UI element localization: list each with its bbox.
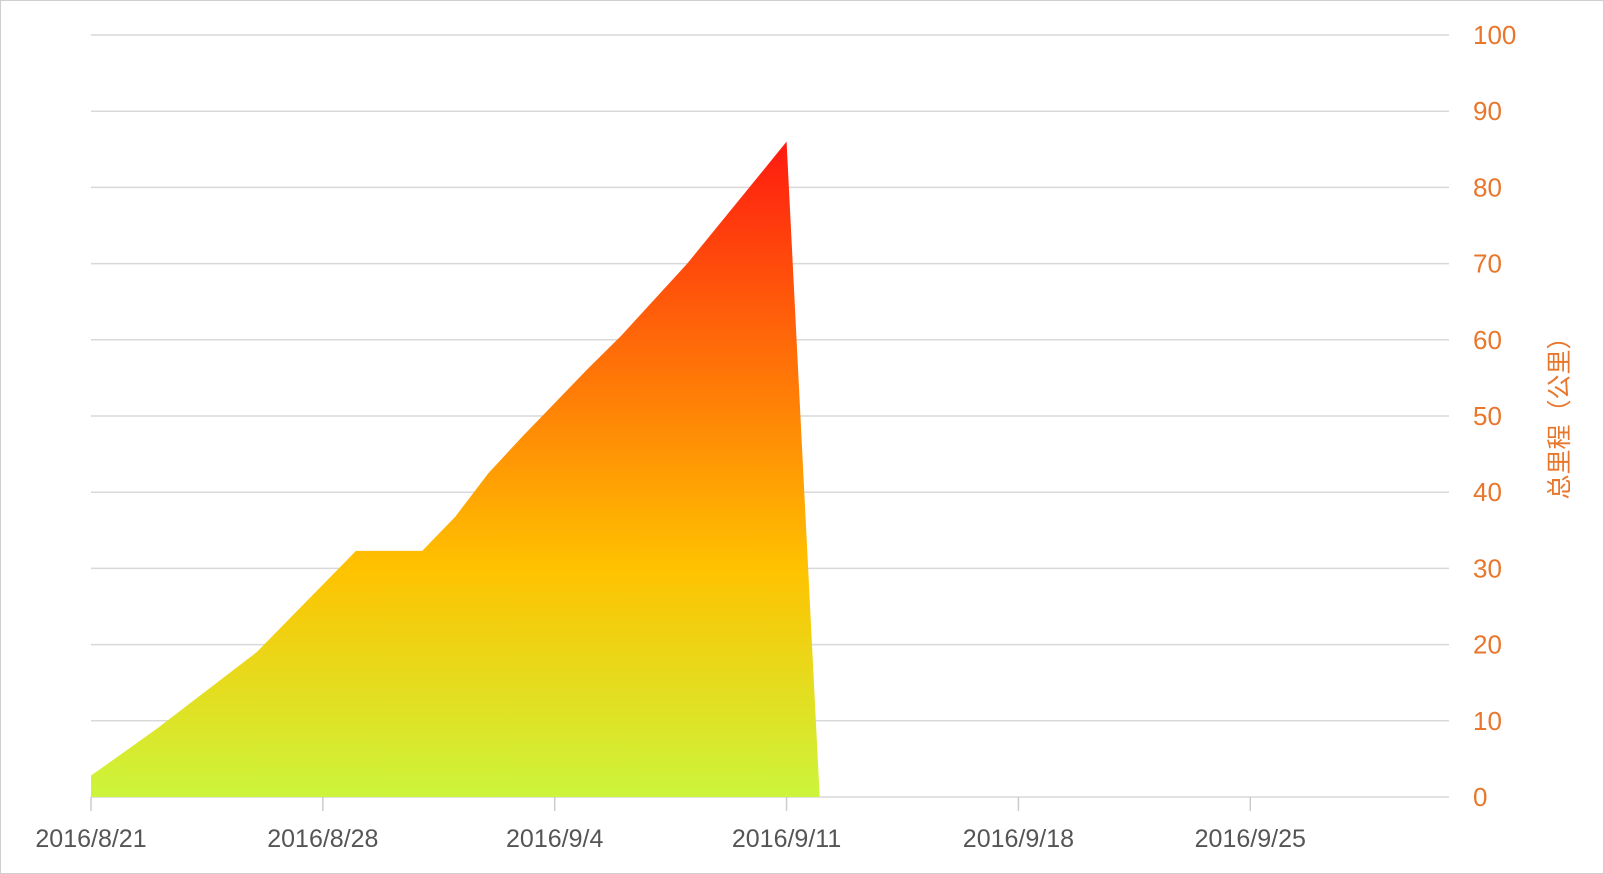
y-tick-label-90: 90 [1473,96,1502,126]
area-series-path [91,141,820,797]
y-tick-label-30: 30 [1473,553,1502,583]
area-series [91,141,820,797]
y-tick-label-20: 20 [1473,630,1502,660]
y-tick-label-70: 70 [1473,249,1502,279]
y-axis-title: 总里程（公里） [1545,324,1574,499]
x-tick-label-3: 2016/9/11 [732,825,841,853]
x-tick-label-0: 2016/8/21 [35,825,146,853]
x-axis: 2016/8/21 2016/8/28 2016/9/4 2016/9/11 2016/… [35,797,1306,853]
x-tick-label-4: 2016/9/18 [963,825,1074,853]
y-tick-label-80: 80 [1473,172,1502,202]
y-tick-label-100: 100 [1473,20,1516,50]
y-tick-label-50: 50 [1473,401,1502,431]
x-tick-label-5: 2016/9/25 [1195,825,1306,853]
x-tick-label-2: 2016/9/4 [506,825,603,853]
y-tick-label-40: 40 [1473,477,1502,507]
y-tick-label-60: 60 [1473,325,1502,355]
y-tick-label-0: 0 [1473,782,1487,812]
x-tick-label-1: 2016/8/28 [267,825,378,853]
y-axis: 0 10 20 30 40 50 60 70 80 90 100 [1473,20,1516,812]
y-tick-label-10: 10 [1473,706,1502,736]
